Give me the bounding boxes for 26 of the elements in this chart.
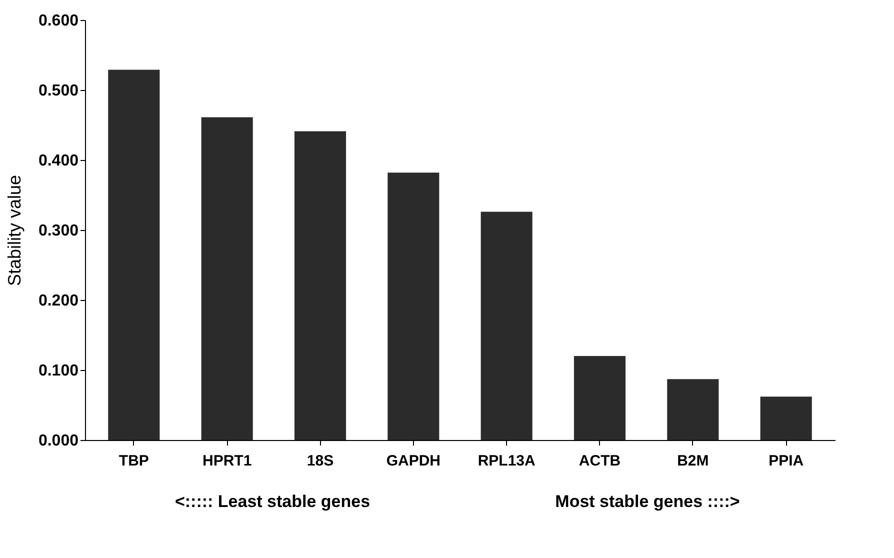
x-tick-label: 18S bbox=[306, 452, 334, 470]
y-tick-label: 0.500 bbox=[38, 82, 79, 100]
x-tick-label: GAPDH bbox=[386, 452, 440, 470]
bar bbox=[760, 396, 812, 440]
x-tick-label: PPIA bbox=[768, 452, 804, 470]
y-tick-label: 0.600 bbox=[38, 12, 79, 30]
y-tick-label: 0.300 bbox=[38, 222, 79, 240]
x-tick-label: RPL13A bbox=[478, 452, 536, 470]
x-tick-label: HPRT1 bbox=[202, 452, 252, 470]
text: <::::: Least stable genes bbox=[174, 492, 370, 511]
bar bbox=[388, 172, 440, 440]
x-tick-label: ACTB bbox=[578, 452, 621, 470]
y-tick-label: 0.000 bbox=[38, 432, 79, 450]
bar bbox=[667, 379, 719, 440]
y-tick-label: 0.200 bbox=[38, 292, 79, 310]
text: Most stable genes ::::> bbox=[555, 492, 740, 511]
bar bbox=[108, 70, 160, 440]
bar bbox=[294, 131, 346, 440]
bar bbox=[574, 356, 626, 440]
x-tick-label: B2M bbox=[677, 452, 709, 470]
bar bbox=[480, 212, 532, 440]
x-tick-label: TBP bbox=[118, 452, 149, 470]
bar bbox=[201, 117, 253, 440]
y-tick-label: 0.400 bbox=[38, 152, 79, 170]
y-axis-title: Stability value bbox=[4, 174, 24, 286]
y-tick-label: 0.100 bbox=[38, 362, 79, 380]
